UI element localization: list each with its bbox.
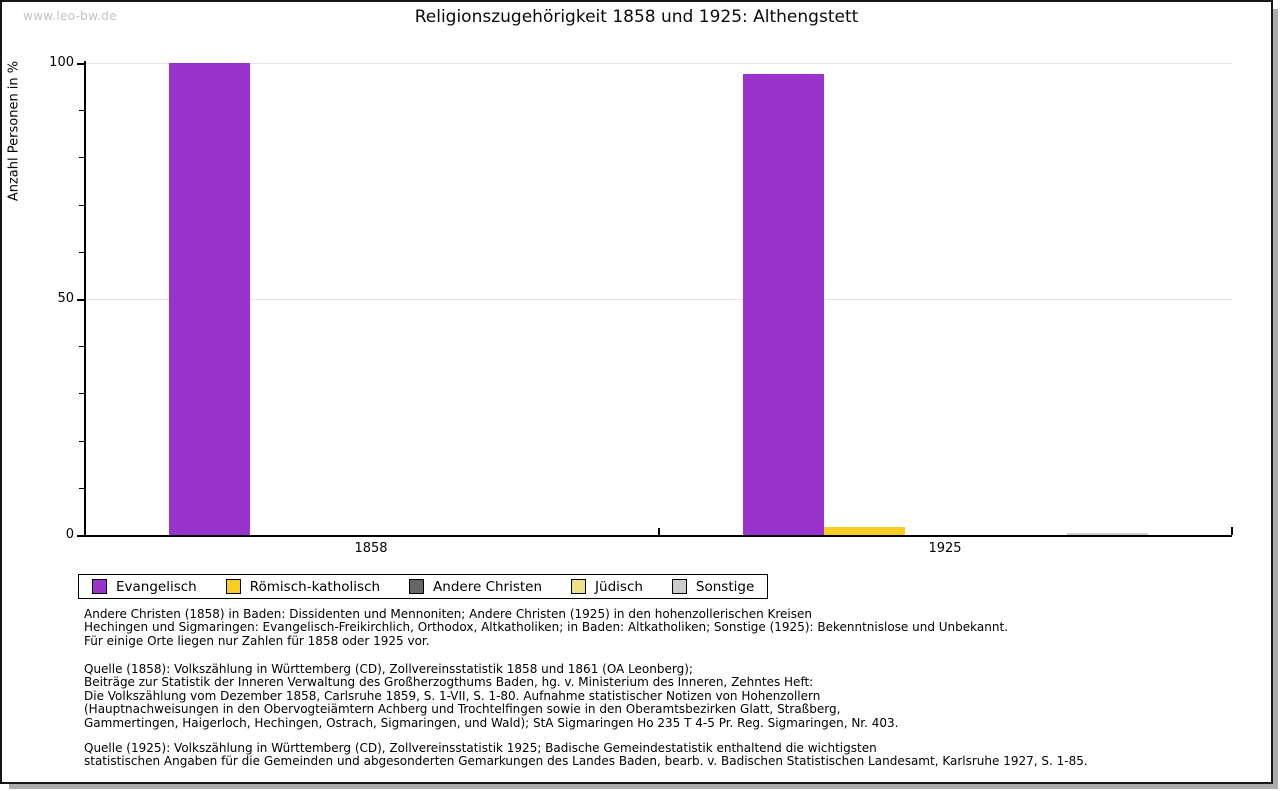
note-block-2-line-5: Gammertingen, Haigerloch, Hechingen, Ost… [84,715,899,730]
bar-evangelisch-1858 [168,63,250,535]
x-tick-label-1858: 1858 [354,541,388,556]
y-minor-tick-80 [79,157,84,159]
legend-item-j-disch: Jüdisch [571,579,643,595]
y-minor-tick-60 [79,251,84,253]
note-block-2-line-3: Die Volkszählung vom Dezember 1858, Carl… [84,688,821,703]
y-tick-label-0: 0 [65,527,74,542]
gridline-50 [84,299,1232,300]
note-block-3-line-1: Quelle (1925): Volkszählung in Württembe… [84,741,877,755]
x-axis-mid-tick [658,528,660,535]
legend-swatch-evangelisch [92,579,107,594]
y-major-tick-50 [77,299,84,301]
legend-item-r-misch-katholisch: Römisch-katholisch [225,578,381,595]
watermark-text: www.leo-bw.de [23,9,117,23]
legend-label-andere-christen: Andere Christen [433,578,543,595]
legend-swatch-j-disch [571,579,587,594]
y-major-tick-100 [77,63,84,65]
note-block-2: Quelle (1858): Volkszählung in Württembe… [84,662,899,730]
legend-item-evangelisch: Evangelisch [92,579,197,595]
y-minor-tick-10 [79,487,84,489]
x-axis-end-tick [1231,527,1233,535]
legend-swatch-r-misch-katholisch [225,579,241,594]
note-block-3: Quelle (1925): Volkszählung in Württembe… [84,741,1088,769]
note-block-1-line-3: Für einige Orte liegen nur Zahlen für 18… [84,633,430,648]
note-block-2-line-4: (Hauptnachweisungen in den Obervogteiämt… [84,702,841,717]
note-block-1-line-2: Hechingen und Sigmaringen: Evangelisch-F… [84,620,1008,635]
y-tick-label-100: 100 [49,55,74,70]
y-minor-tick-70 [79,204,84,206]
legend-label-r-misch-katholisch: Römisch-katholisch [249,578,381,595]
legend-swatch-andere-christen [409,579,425,594]
y-minor-tick-20 [79,440,84,442]
y-major-tick-0 [77,535,84,537]
chart-legend: Evangelisch Römisch-katholisch Andere Chri… [78,574,769,599]
y-minor-tick-30 [79,393,84,395]
bar-r-misch-katholisch-1925 [823,527,905,535]
note-block-1: Andere Christen (1858) in Baden: Disside… [84,607,1008,648]
gridline-100 [84,63,1232,64]
y-minor-tick-90 [79,110,84,112]
legend-label-evangelisch: Evangelisch [116,578,197,595]
bar-chart-plot-area: 1858 1925 0 50 100 [2,2,1271,782]
note-block-1-line-1: Andere Christen (1858) in Baden: Disside… [84,607,812,621]
legend-item-andere-christen: Andere Christen [409,579,542,595]
legend-swatch-sonstige [671,579,687,594]
chart-title: Religionszugehörigkeit 1858 und 1925: Al… [414,7,859,27]
legend-label-sonstige: Sonstige [695,578,755,595]
legend-label-j-disch: Jüdisch [595,578,643,595]
note-block-2-line-1: Quelle (1858): Volkszählung in Württembe… [84,662,693,676]
y-axis-line [84,61,86,535]
legend-item-sonstige: Sonstige [671,578,755,595]
note-block-3-line-2: statistischen Angaben für die Gemeinden … [84,754,1088,769]
bar-evangelisch-1925 [742,73,824,535]
y-minor-tick-40 [79,346,84,348]
x-axis-line [84,535,1232,537]
note-block-2-line-2: Beiträge zur Statistik der Inneren Verwa… [84,675,814,690]
y-tick-label-50: 50 [57,291,74,306]
x-tick-label-1925: 1925 [928,541,962,556]
bar-sonstige-1925 [1066,532,1148,535]
